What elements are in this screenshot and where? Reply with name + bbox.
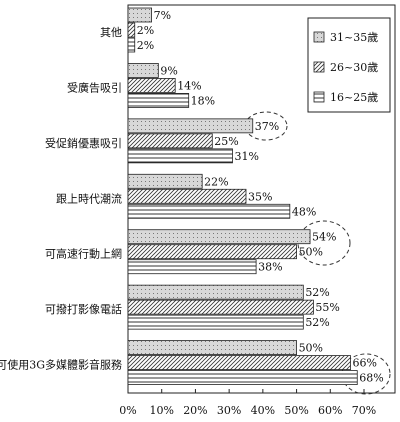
value-label: 2% (137, 24, 154, 37)
bar (127, 93, 190, 108)
category-label: 受廣告吸引 (67, 80, 122, 94)
bar (127, 63, 159, 78)
bar (127, 148, 233, 164)
x-tick-label: 40% (251, 404, 275, 417)
bar (127, 314, 304, 330)
bar (127, 259, 257, 275)
value-label: 50% (299, 246, 323, 259)
bar (127, 370, 358, 385)
category-label: 跟上時代潮流 (56, 191, 122, 205)
highlight-circle (244, 111, 288, 141)
x-tick-label: 50% (284, 404, 308, 417)
highlight-circle (341, 353, 391, 395)
value-label: 50% (299, 342, 323, 355)
bar (127, 173, 203, 189)
value-label: 52% (305, 316, 329, 329)
x-tick-label: 10% (149, 404, 173, 417)
legend-swatch (313, 61, 325, 73)
bar (127, 340, 297, 355)
value-label: 66% (353, 357, 377, 370)
legend-swatch (313, 91, 325, 103)
bar (127, 78, 176, 93)
highlight-circle (297, 220, 351, 266)
value-label: 22% (204, 175, 228, 188)
value-label: 35% (248, 190, 272, 203)
x-tick-label: 20% (183, 404, 207, 417)
bar (127, 118, 254, 134)
value-label: 14% (177, 79, 201, 92)
value-label: 7% (154, 9, 171, 22)
category-label: 可高速行動上網 (45, 247, 122, 261)
value-label: 48% (292, 205, 316, 218)
value-label: 54% (312, 231, 336, 244)
legend-label: 31~35歲 (330, 30, 378, 44)
value-label: 9% (160, 64, 177, 77)
bar (127, 7, 153, 23)
legend-label: 26~30歲 (330, 60, 378, 74)
value-label: 18% (191, 94, 215, 107)
legend-label: 16~25歲 (330, 90, 378, 104)
x-tick-label: 30% (217, 404, 241, 417)
category-label: 可撥打影像電話 (45, 302, 122, 316)
value-label: 38% (258, 261, 282, 274)
x-tick-label: 70% (352, 404, 376, 417)
bar (127, 37, 136, 53)
category-label: 可使用3G多媒體影音服務 (0, 358, 122, 372)
value-label: 68% (359, 372, 383, 385)
bar (127, 244, 297, 260)
value-label: 25% (214, 135, 238, 148)
bar (127, 203, 291, 219)
value-label: 37% (255, 120, 279, 133)
value-label: 31% (235, 150, 259, 163)
bar (127, 133, 213, 149)
x-tick-label: 60% (318, 404, 342, 417)
bar (127, 188, 247, 204)
bar (127, 299, 314, 315)
category-label: 其他 (100, 26, 122, 39)
bar (127, 22, 136, 38)
value-label: 52% (305, 286, 329, 299)
x-tick-label: 0% (119, 404, 136, 417)
bar (127, 229, 311, 245)
legend-swatch (313, 31, 325, 43)
value-label: 55% (315, 301, 339, 314)
bar (127, 355, 351, 370)
bar (127, 284, 304, 300)
value-label: 2% (137, 39, 154, 52)
category-label: 受促銷優惠吸引 (45, 136, 122, 150)
